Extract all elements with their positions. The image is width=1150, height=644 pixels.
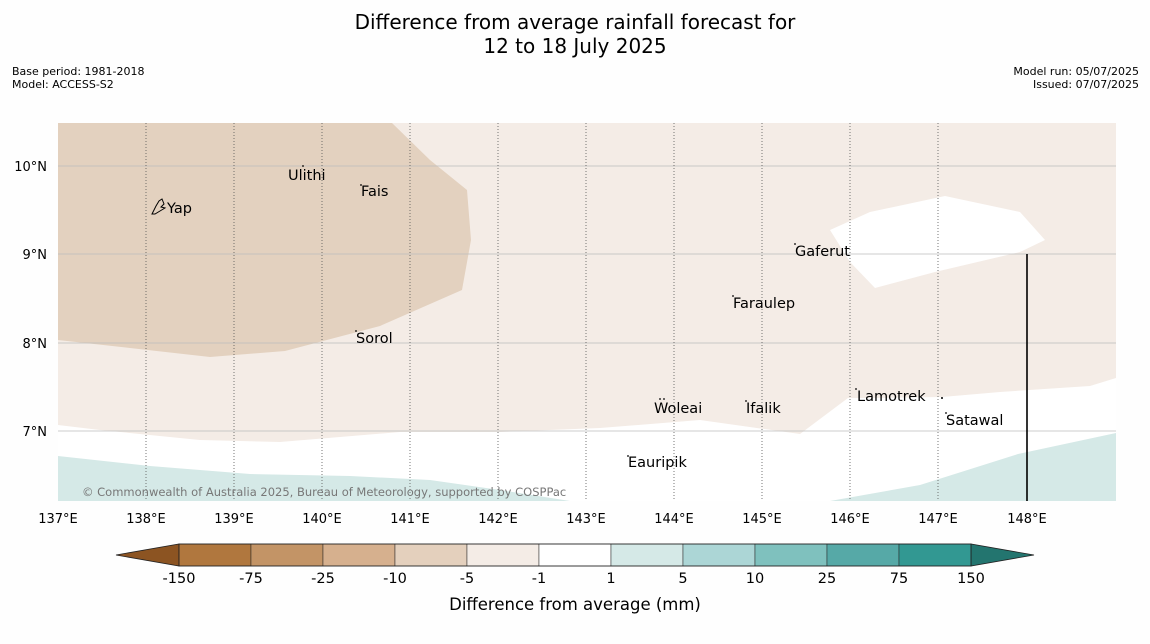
yap-island-shape xyxy=(151,198,167,215)
colorbar-label: Difference from average (mm) xyxy=(449,595,701,614)
issued-text: Issued: 07/07/2025 xyxy=(1032,78,1139,91)
place-label-ifalik: Ifalik xyxy=(746,401,781,417)
colorbar-swatch xyxy=(322,543,396,567)
meta-left: Base period: 1981-2018 Model: ACCESS-S2 xyxy=(12,65,144,91)
lon-tick-140e: 140°E xyxy=(302,512,342,527)
colorbar-tick: 150 xyxy=(957,571,985,587)
lon-tick-labels: 137°E 138°E 139°E 140°E 141°E 142°E 143°… xyxy=(38,512,1047,527)
colorbar-swatch xyxy=(466,543,540,567)
lon-tick-145e: 145°E xyxy=(742,512,782,527)
place-label-satawal: Satawal xyxy=(946,413,1003,429)
colorbar-frame xyxy=(178,543,972,567)
island-marker xyxy=(794,243,796,245)
island-marker xyxy=(355,330,357,332)
map-area: Yap Ulithi Fais Gaferut Faraulep Sorol W… xyxy=(58,123,1116,501)
meta-right: Model run: 05/07/2025 Issued: 07/07/2025 xyxy=(1013,65,1139,91)
colorbar-swatch xyxy=(250,543,324,567)
colorbar-tick: 75 xyxy=(890,571,908,587)
place-label-ulithi: Ulithi xyxy=(288,168,326,184)
colorbar-swatch xyxy=(178,543,252,567)
island-marker xyxy=(945,412,947,414)
lon-tick-141e: 141°E xyxy=(390,512,430,527)
island-marker xyxy=(659,398,661,400)
base-period-text: Base period: 1981-2018 xyxy=(12,65,145,78)
model-run-text: Model run: 05/07/2025 xyxy=(1013,65,1139,78)
colorbar-swatch xyxy=(610,543,684,567)
title-line-1: Difference from average rainfall forecas… xyxy=(354,10,796,34)
colorbar-swatch xyxy=(682,543,756,567)
lon-tick-142e: 142°E xyxy=(478,512,518,527)
model-text: Model: ACCESS-S2 xyxy=(12,78,114,91)
colorbar-segments xyxy=(178,543,972,567)
place-label-lamotrek: Lamotrek xyxy=(857,389,926,405)
island-marker xyxy=(732,295,734,297)
place-labels: Yap Ulithi Fais Gaferut Faraulep Sorol W… xyxy=(166,168,1003,471)
colorbar-tick: -75 xyxy=(239,571,263,587)
anomaly-zone-minus5-to-minus10 xyxy=(58,123,471,357)
place-label-woleai: Woleai xyxy=(654,401,702,417)
colorbar-tick: 1 xyxy=(606,571,615,587)
island-marker xyxy=(663,398,665,400)
map-title: Difference from average rainfall forecas… xyxy=(0,10,1150,58)
colorbar-tick-labels: -150 -75 -25 -10 -5 -1 1 5 10 25 75 150 xyxy=(163,571,985,587)
longitude-gridlines xyxy=(145,123,939,501)
colorbar-tick: -1 xyxy=(532,571,546,587)
anomaly-zone-plus1-to-plus5-west xyxy=(58,456,570,501)
lon-tick-147e: 147°E xyxy=(918,512,958,527)
place-label-sorol: Sorol xyxy=(356,331,393,347)
island-marker xyxy=(855,388,857,390)
colorbar-swatch xyxy=(898,543,972,567)
colorbar-tick: -10 xyxy=(383,571,407,587)
colorbar-swatch xyxy=(754,543,828,567)
island-marker xyxy=(302,165,304,167)
island-marker xyxy=(745,400,747,402)
colorbar-tick: 25 xyxy=(818,571,836,587)
island-marker xyxy=(941,397,943,399)
colorbar-tick: -25 xyxy=(311,571,335,587)
place-label-yap: Yap xyxy=(166,201,192,217)
place-label-gaferut: Gaferut xyxy=(795,244,850,260)
lon-tick-148e: 148°E xyxy=(1007,512,1047,527)
lat-tick-8n: 8°N xyxy=(23,337,48,352)
island-markers xyxy=(302,165,947,457)
island-marker xyxy=(627,455,629,457)
colorbar-tick: 10 xyxy=(746,571,764,587)
colorbar-swatch xyxy=(394,543,468,567)
colorbar-tick: 5 xyxy=(678,571,687,587)
colorbar-tick: -150 xyxy=(163,571,196,587)
colorbar-extend-high xyxy=(970,543,1035,567)
lon-tick-143e: 143°E xyxy=(566,512,606,527)
lat-tick-10n: 10°N xyxy=(14,160,47,175)
colorbar-tick: -5 xyxy=(460,571,474,587)
lon-tick-138e: 138°E xyxy=(126,512,166,527)
colorbar-legend: -150 -75 -25 -10 -5 -1 1 5 10 25 75 150 … xyxy=(115,543,1035,614)
lat-tick-9n: 9°N xyxy=(23,248,48,263)
island-marker xyxy=(360,184,362,186)
lon-tick-146e: 146°E xyxy=(830,512,870,527)
place-label-eauripik: Eauripik xyxy=(628,455,687,471)
place-label-faraulep: Faraulep xyxy=(733,296,795,312)
colorbar-swatch xyxy=(826,543,900,567)
lon-tick-144e: 144°E xyxy=(654,512,694,527)
lon-tick-139e: 139°E xyxy=(214,512,254,527)
lat-tick-7n: 7°N xyxy=(23,425,48,440)
place-label-fais: Fais xyxy=(361,184,388,200)
colorbar-swatch xyxy=(538,543,612,567)
title-line-2: 12 to 18 July 2025 xyxy=(483,34,667,58)
lon-tick-137e: 137°E xyxy=(38,512,78,527)
colorbar-extend-low xyxy=(115,543,180,567)
copyright-text: © Commonwealth of Australia 2025, Bureau… xyxy=(82,485,566,499)
anomaly-zone-plus1-to-plus5-east xyxy=(830,433,1116,501)
lat-tick-labels: 10°N 9°N 8°N 7°N xyxy=(14,160,47,440)
anomaly-zone-near-zero xyxy=(830,196,1045,288)
